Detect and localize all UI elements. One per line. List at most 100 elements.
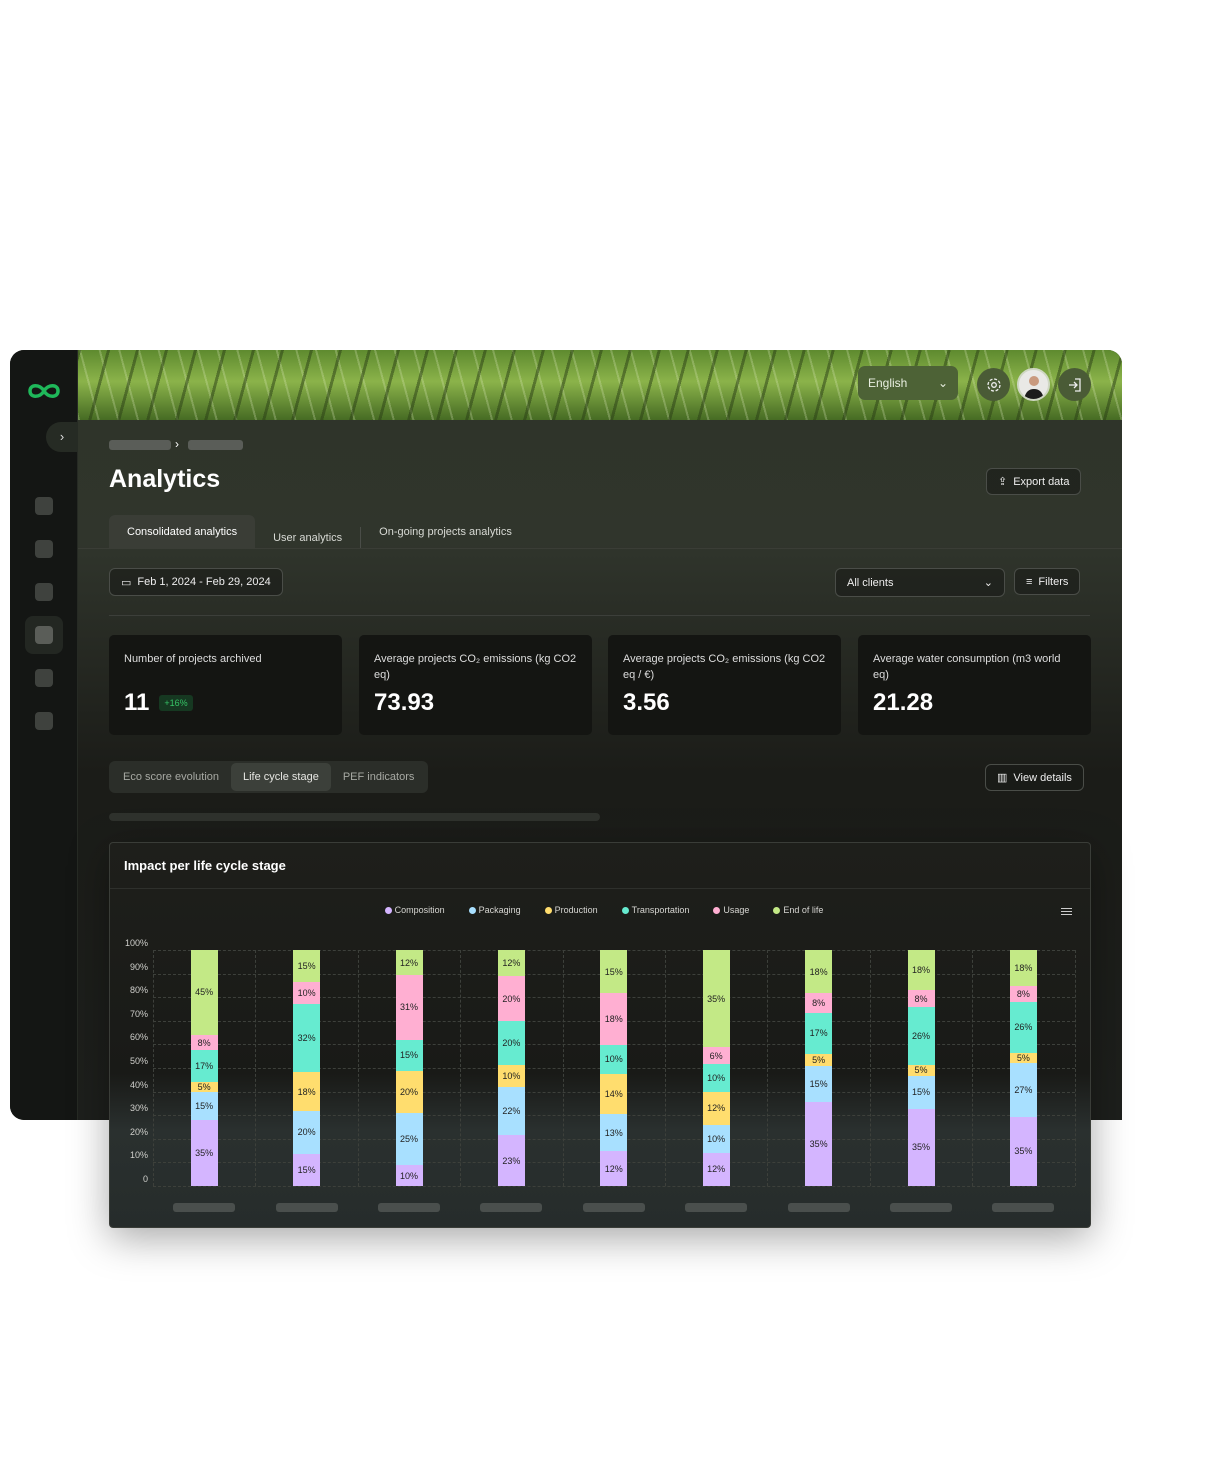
bar-segment[interactable]: 20% bbox=[497, 976, 525, 1021]
bar-segment[interactable]: 10% bbox=[702, 1063, 730, 1092]
bar-segment[interactable]: 5% bbox=[1009, 1053, 1037, 1063]
bar-segment[interactable]: 20% bbox=[395, 1071, 423, 1113]
bar-segment[interactable]: 10% bbox=[702, 1124, 730, 1153]
bar-segment[interactable]: 17% bbox=[805, 1012, 833, 1054]
client-select[interactable]: All clients ⌄ bbox=[835, 568, 1005, 597]
date-range-picker[interactable]: ▭ Feb 1, 2024 - Feb 29, 2024 bbox=[109, 568, 283, 596]
bar-segment[interactable]: 20% bbox=[293, 1110, 321, 1154]
tab-eco-score-evolution[interactable]: Eco score evolution bbox=[123, 771, 219, 783]
bar-segment[interactable]: 15% bbox=[190, 1091, 218, 1120]
bar-segment[interactable]: 5% bbox=[190, 1082, 218, 1092]
tab-life-cycle-stage[interactable]: Life cycle stage bbox=[231, 763, 331, 791]
export-data-button[interactable]: ⇪ Export data bbox=[986, 468, 1082, 495]
bar-segment[interactable]: 23% bbox=[497, 1135, 525, 1186]
tab-ongoing-projects-analytics[interactable]: On-going projects analytics bbox=[379, 526, 512, 538]
bar-segment[interactable]: 12% bbox=[395, 950, 423, 976]
bar-segment[interactable]: 32% bbox=[293, 1003, 321, 1073]
tab-pef-indicators[interactable]: PEF indicators bbox=[342, 771, 415, 783]
expand-sidebar-button[interactable]: › bbox=[46, 422, 78, 452]
bar-segment[interactable]: 22% bbox=[497, 1086, 525, 1136]
bar-segment[interactable]: 12% bbox=[600, 1151, 628, 1186]
bar-segment[interactable]: 12% bbox=[702, 1091, 730, 1125]
bar-segment[interactable]: 45% bbox=[190, 950, 218, 1035]
bar-segment[interactable]: 12% bbox=[497, 950, 525, 977]
chart-menu-icon[interactable] bbox=[1061, 908, 1072, 917]
bar-segment[interactable]: 35% bbox=[702, 950, 730, 1048]
view-details-button[interactable]: ▥ View details bbox=[985, 764, 1084, 791]
legend-dot bbox=[544, 907, 552, 914]
bar-segment[interactable]: 18% bbox=[805, 950, 833, 994]
sidebar-item-3[interactable] bbox=[35, 583, 53, 601]
bar-segment[interactable]: 15% bbox=[293, 950, 321, 983]
bar-segment[interactable]: 8% bbox=[805, 993, 833, 1013]
language-select[interactable]: English ⌄ bbox=[858, 366, 958, 400]
bar-segment[interactable]: 8% bbox=[190, 1034, 218, 1051]
breadcrumb-item[interactable] bbox=[109, 440, 171, 450]
bar-segment[interactable]: 10% bbox=[497, 1064, 525, 1087]
x-tick-label-placeholder bbox=[480, 1203, 543, 1212]
bar-segment[interactable]: 8% bbox=[907, 989, 935, 1008]
bar-segment[interactable]: 15% bbox=[293, 1153, 321, 1186]
bar-segment[interactable]: 10% bbox=[395, 1165, 423, 1186]
tab-user-analytics[interactable]: User analytics bbox=[255, 527, 362, 549]
legend-item[interactable]: Composition bbox=[384, 905, 445, 915]
y-tick-label: 70% bbox=[129, 1008, 148, 1019]
bar-segment[interactable]: 8% bbox=[1009, 985, 1037, 1002]
kpi-value: 3.56 bbox=[623, 689, 670, 716]
bar-segment[interactable]: 15% bbox=[395, 1039, 423, 1072]
bar-segment[interactable]: 15% bbox=[600, 950, 628, 994]
legend-item[interactable]: Packaging bbox=[468, 905, 521, 915]
bar-segment[interactable]: 31% bbox=[395, 975, 423, 1040]
legend-label: Transportation bbox=[631, 905, 690, 915]
sidebar-item-5[interactable] bbox=[35, 669, 53, 687]
legend-item[interactable]: Production bbox=[544, 905, 598, 915]
kpi-label: Number of projects archived bbox=[124, 653, 262, 665]
bar-segment[interactable]: 10% bbox=[600, 1044, 628, 1074]
avatar[interactable] bbox=[1017, 368, 1050, 401]
bar-segment[interactable]: 13% bbox=[600, 1114, 628, 1152]
bar-segment[interactable]: 18% bbox=[907, 950, 935, 990]
bar-segment[interactable]: 27% bbox=[1009, 1063, 1037, 1117]
legend-label: Production bbox=[554, 905, 598, 915]
tab-consolidated-analytics[interactable]: Consolidated analytics bbox=[109, 515, 256, 549]
bar-segment[interactable]: 35% bbox=[907, 1108, 935, 1186]
bar-segment[interactable]: 17% bbox=[190, 1050, 218, 1083]
bar-segment[interactable]: 25% bbox=[395, 1112, 423, 1166]
bar-segment[interactable]: 12% bbox=[702, 1152, 730, 1186]
gridline bbox=[665, 950, 666, 1186]
bar-segment[interactable]: 6% bbox=[702, 1047, 730, 1064]
sidebar-item-6[interactable] bbox=[35, 712, 53, 730]
kpi-card: Average water consumption (m3 world eq) 2… bbox=[858, 635, 1091, 735]
logout-button[interactable] bbox=[1058, 368, 1091, 401]
bar-segment[interactable]: 35% bbox=[805, 1101, 833, 1186]
bar-segment[interactable]: 14% bbox=[600, 1073, 628, 1115]
breadcrumb-item[interactable] bbox=[188, 440, 243, 450]
bar-segment[interactable]: 5% bbox=[907, 1064, 935, 1076]
legend-item[interactable]: End of life bbox=[773, 905, 823, 915]
bar-segment[interactable]: 20% bbox=[497, 1020, 525, 1065]
bar-segment[interactable]: 26% bbox=[1009, 1001, 1037, 1054]
sidebar-item-analytics[interactable] bbox=[35, 626, 53, 644]
filters-button[interactable]: ≡ Filters bbox=[1014, 568, 1081, 595]
legend-item[interactable]: Usage bbox=[713, 905, 749, 915]
legend-label: Packaging bbox=[478, 905, 521, 915]
bar-segment[interactable]: 35% bbox=[1009, 1116, 1037, 1186]
bar-segment[interactable]: 18% bbox=[1009, 950, 1037, 986]
bar-segment[interactable]: 18% bbox=[293, 1072, 321, 1111]
chart-icon: ▥ bbox=[997, 772, 1008, 784]
calendar-icon: ▭ bbox=[121, 576, 132, 589]
bar-segment[interactable]: 15% bbox=[805, 1065, 833, 1102]
sidebar-item-1[interactable] bbox=[35, 497, 53, 515]
settings-button[interactable] bbox=[977, 368, 1010, 401]
bar-segment[interactable]: 15% bbox=[907, 1075, 935, 1109]
y-tick-label: 30% bbox=[129, 1103, 148, 1114]
y-tick-label: 90% bbox=[129, 961, 148, 972]
bar-segment[interactable]: 35% bbox=[190, 1119, 218, 1186]
bar-segment[interactable]: 5% bbox=[805, 1053, 833, 1066]
gridline bbox=[255, 950, 257, 1186]
sidebar-item-2[interactable] bbox=[35, 540, 53, 558]
bar-segment[interactable]: 26% bbox=[907, 1007, 935, 1065]
bar-segment[interactable]: 10% bbox=[293, 982, 321, 1004]
bar-segment[interactable]: 18% bbox=[600, 993, 628, 1045]
legend-item[interactable]: Transportation bbox=[621, 905, 690, 915]
